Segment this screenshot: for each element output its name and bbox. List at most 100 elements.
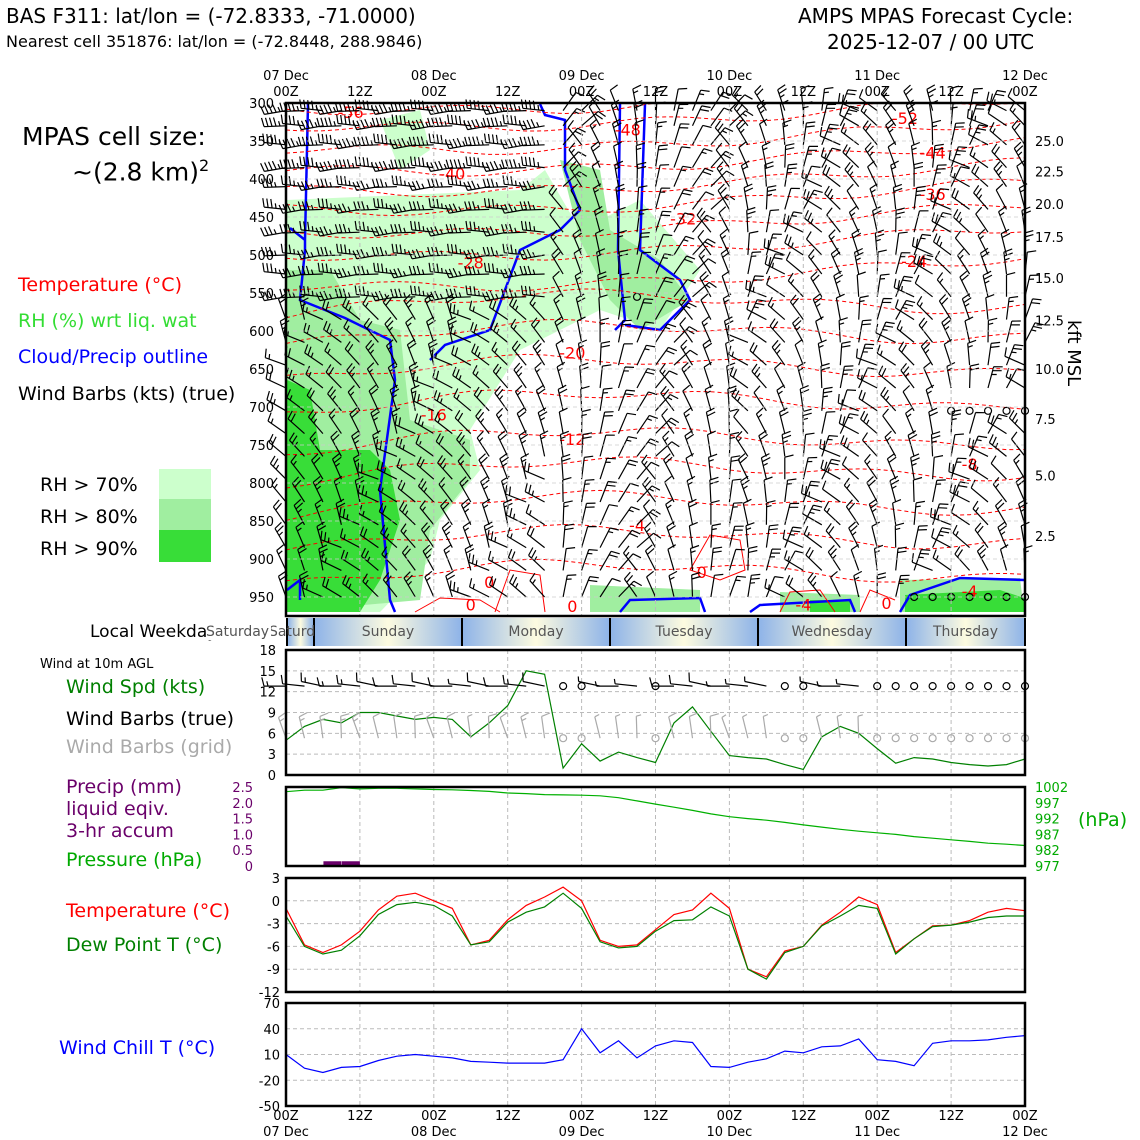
profile-wind-barb: [550, 229, 564, 256]
profile-wind-barb: [370, 226, 398, 237]
profile-wind-barb: [889, 475, 900, 503]
profile-wind-barb: [874, 229, 885, 256]
true-wind-barb: [816, 681, 841, 687]
profile-wind-barb: [362, 295, 379, 321]
grid-wind-barb: [668, 712, 677, 739]
grid-wind-barb: [499, 711, 509, 739]
profile-wind-barb: [686, 475, 696, 503]
profile-wind-barb: [784, 526, 802, 548]
grid-wind-barb: [446, 712, 456, 739]
profile-wind-barb: [954, 230, 971, 256]
profile-wind-barb: [972, 500, 989, 526]
profile-wind-barb: [799, 385, 810, 411]
profile-wind-barb: [839, 341, 851, 366]
profile-wind-barb: [518, 430, 529, 457]
cloud-outline: [286, 103, 1025, 614]
profile-wind-barb: [961, 293, 972, 320]
weekday-wednesday: Wednesday: [759, 618, 907, 646]
profile-wind-barb: [969, 87, 983, 111]
profile-wind-barb: [318, 544, 328, 571]
profile-wind-barb: [302, 301, 324, 321]
profile-wind-barb: [390, 102, 416, 112]
profile-wind-barb: [636, 185, 648, 210]
profile-wind-barb: [777, 84, 787, 111]
true-wind-barb-calm: [946, 682, 956, 691]
profile-wind-barb: [802, 121, 816, 145]
profile-wind-barb: [1015, 475, 1026, 503]
profile-wind-barb: [839, 105, 860, 127]
profile-wind-barb: [985, 294, 995, 320]
grid-wind-barb-calm: [910, 734, 919, 743]
profile-wind-barb: [490, 320, 509, 343]
profile-wind-barb: [673, 87, 688, 111]
wind-tick-label: 15: [259, 665, 276, 680]
profile-wind-barb: [562, 523, 574, 548]
profile-wind-barb: [426, 226, 453, 237]
profile-wind-barb: [805, 231, 823, 256]
profile-wind-barb: [315, 160, 342, 172]
true-wind-barb: [724, 678, 748, 687]
profile-wind-barb: [494, 385, 509, 412]
grid-wind-barb-calm: [891, 734, 900, 743]
profile-wind-barb: [293, 498, 306, 526]
profile-wind-barb: [973, 185, 989, 210]
profile-wind-barb: [599, 457, 616, 480]
profile-wind-barb: [481, 226, 508, 237]
profile-wind-barb: [763, 476, 773, 503]
kft-tick-label: 10.0: [1035, 363, 1064, 378]
profile-wind-barb: [562, 107, 586, 127]
profile-wind-barb: [691, 148, 713, 168]
rh70-swatch: [159, 469, 211, 499]
profile-wind-barb: [449, 580, 472, 598]
profile-wind-barb: [951, 187, 970, 210]
profile-wind-barb: [599, 411, 614, 434]
profile-wind-barb: [839, 365, 854, 389]
grid-wind-barb-calm: [1002, 734, 1011, 743]
weekday-sunday: Sunday: [315, 618, 463, 646]
profile-wind-barb: [663, 453, 675, 480]
profile-wind-barb: [999, 544, 1009, 571]
profile-wind-barb: [297, 248, 324, 260]
kft-tick-label: 22.5: [1035, 165, 1064, 180]
profile-wind-barb: [581, 576, 599, 598]
profile-wind-barb: [444, 203, 471, 214]
profile-wind-barb: [410, 99, 434, 112]
profile-wind-barb: [784, 550, 805, 571]
profile-wind-barb: [819, 126, 841, 146]
profile-wind-barb: [636, 344, 656, 366]
model-title: AMPS MPAS Forecast Cycle:: [798, 4, 1074, 28]
profile-wind-barb: [454, 409, 472, 435]
profile-wind-barb: [297, 119, 324, 131]
profile-wind-barb: [308, 409, 324, 434]
profile-wind-barb: [495, 407, 509, 434]
profile-wind-barb: [654, 164, 670, 187]
profile-wind-barb: [860, 102, 878, 127]
profile-wind-barb: [260, 117, 287, 128]
true-wind-barb: [316, 677, 342, 687]
grid-wind-barb: [467, 713, 473, 739]
grid-wind-barb-calm: [965, 734, 974, 743]
grid-wind-barb-calm: [946, 734, 956, 743]
profile-wind-barb: [767, 296, 786, 321]
profile-wind-barb: [590, 141, 601, 168]
profile-wind-barb: [617, 436, 638, 457]
profile-wind-barb: [839, 413, 859, 434]
profile-wind-barb: [330, 430, 342, 457]
profile-wind-barb: [297, 544, 307, 571]
profile-wind-barb: [884, 430, 897, 457]
profile-wind-barb: [576, 316, 586, 343]
profile-wind-barb: [1011, 119, 1026, 146]
true-wind-barb: [482, 677, 508, 687]
profile-wind-barb: [820, 362, 830, 389]
chill-tick-label: -50: [259, 1100, 280, 1115]
profile-wind-barb: [742, 498, 752, 525]
profile-wind-barb: [957, 248, 971, 275]
profile-wind-barb: [636, 532, 662, 549]
profile-wind-barb: [441, 521, 453, 548]
profile-wind-barb: [839, 105, 860, 127]
profile-wind-barb: [443, 544, 453, 571]
profile-wind-barb: [654, 210, 672, 233]
profile-wind-barb: [1005, 344, 1024, 366]
pressure-tick-label: 750: [249, 439, 274, 454]
